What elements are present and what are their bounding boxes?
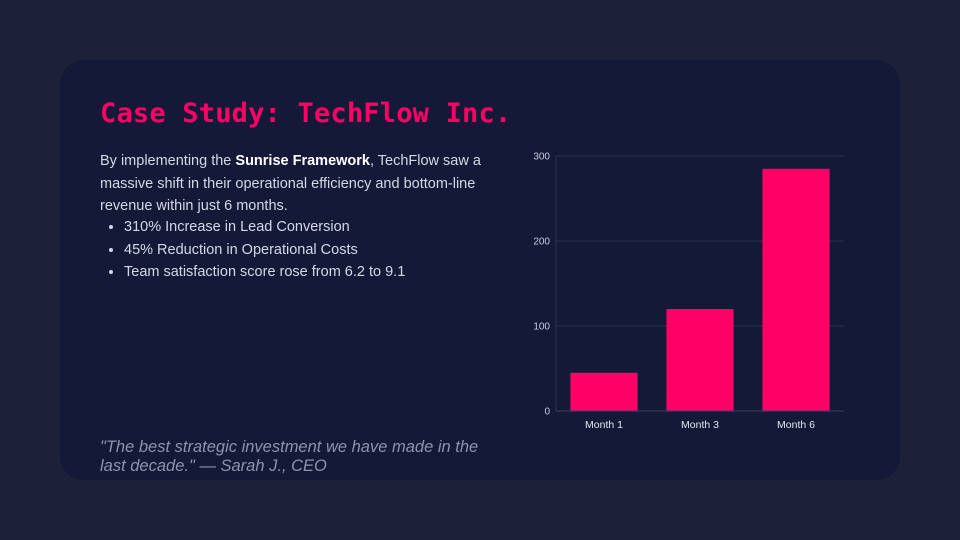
slide-title: Case Study: TechFlow Inc.	[100, 98, 512, 129]
testimonial-quote: "The best strategic investment we have m…	[100, 438, 479, 475]
bar	[762, 168, 830, 411]
bar	[570, 372, 638, 411]
y-tick-label: 300	[533, 152, 550, 163]
result-item: Team satisfaction score rose from 6.2 to…	[124, 261, 509, 284]
x-tick-label: Month 6	[777, 419, 815, 431]
intro-text-start: By implementing the	[100, 153, 236, 169]
case-study-card	[60, 60, 900, 480]
x-tick-label: Month 3	[681, 419, 719, 431]
framework-name: Sunrise Framework	[235, 153, 370, 169]
revenue-bar-chart: 0 100 200 300 Month 1 Month 3 Month 6	[533, 152, 844, 431]
x-tick-label: Month 1	[585, 419, 623, 431]
intro-paragraph: By implementing the Sunrise Framework, T…	[100, 150, 485, 218]
result-item: 310% Increase in Lead Conversion	[124, 216, 509, 239]
y-tick-label: 200	[533, 237, 550, 248]
result-item: 45% Reduction in Operational Costs	[124, 239, 509, 262]
results-list: 310% Increase in Lead Conversion 45% Red…	[100, 216, 509, 284]
bar	[666, 309, 734, 411]
y-tick-label: 0	[544, 407, 550, 418]
y-tick-label: 100	[533, 322, 550, 333]
intro-text-end: , TechFlow saw a massive shift in their …	[100, 153, 481, 214]
